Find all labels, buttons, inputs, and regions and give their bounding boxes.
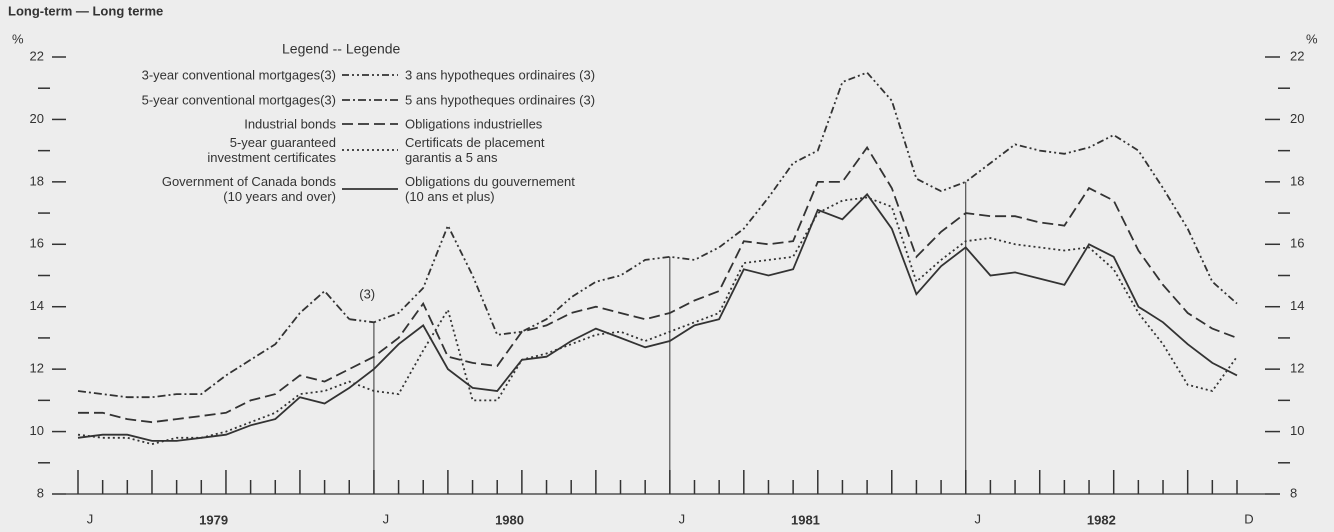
series-line	[77, 192, 1238, 442]
legend-label: 5-year guaranteed investment certificate…	[207, 135, 336, 165]
y-tick-label: 16	[30, 236, 44, 251]
legend-label-fr: Obligations industrielles	[405, 116, 543, 132]
y-unit: %	[12, 31, 24, 46]
y-unit-right: %	[1306, 31, 1318, 46]
y-tick-label-right: 22	[1290, 48, 1304, 63]
y-tick-label-right: 18	[1290, 173, 1304, 188]
y-tick-label-right: 12	[1290, 361, 1304, 376]
legend-title: Legend -- Legende	[282, 41, 401, 57]
legend-label: 3-year conventional mortgages(3)	[141, 67, 336, 83]
y-tick-label-right: 16	[1290, 236, 1304, 251]
year-label: 1980	[495, 512, 524, 527]
series-line	[77, 289, 350, 399]
x-tick-label: J	[383, 511, 390, 526]
annotation: (3)	[359, 286, 375, 301]
series-line	[78, 145, 1238, 424]
y-tick-label-right: 10	[1290, 423, 1304, 438]
legend-label-fr: 5 ans hypotheques ordinaires (3)	[405, 92, 596, 108]
y-tick-label: 14	[30, 298, 44, 313]
y-tick-label: 22	[30, 48, 44, 63]
chart-title: Long-term — Long terme	[8, 3, 163, 18]
series-line	[77, 196, 1238, 446]
year-label: 1982	[1087, 512, 1116, 527]
legend-label-fr: Certificats de placement garantis a 5 an…	[405, 135, 545, 165]
year-label: 1979	[199, 512, 228, 527]
legend-label-fr: 3 ans hypotheques ordinaires (3)	[405, 67, 596, 83]
year-label: 1981	[791, 512, 820, 527]
y-tick-label: 20	[30, 111, 44, 126]
y-tick-label-right: 14	[1290, 298, 1304, 313]
y-tick-label: 8	[37, 485, 44, 500]
legend-label: Government of Canada bonds (10 years and…	[161, 174, 336, 204]
y-tick-label-right: 20	[1290, 111, 1304, 126]
x-tick-label: J	[679, 511, 686, 526]
y-tick-label: 10	[30, 423, 44, 438]
x-tick-label: D	[1244, 511, 1253, 526]
y-tick-label: 12	[30, 361, 44, 376]
series-line	[349, 71, 1238, 336]
x-tick-label: J	[974, 511, 981, 526]
legend-label-fr: Obligations du gouvernement (10 ans et p…	[405, 174, 575, 204]
y-tick-label: 18	[30, 173, 44, 188]
legend-label: Industrial bonds	[244, 116, 336, 132]
x-tick-label: J	[87, 511, 94, 526]
y-tick-label-right: 8	[1290, 485, 1297, 500]
legend-label: 5-year conventional mortgages(3)	[141, 92, 336, 108]
